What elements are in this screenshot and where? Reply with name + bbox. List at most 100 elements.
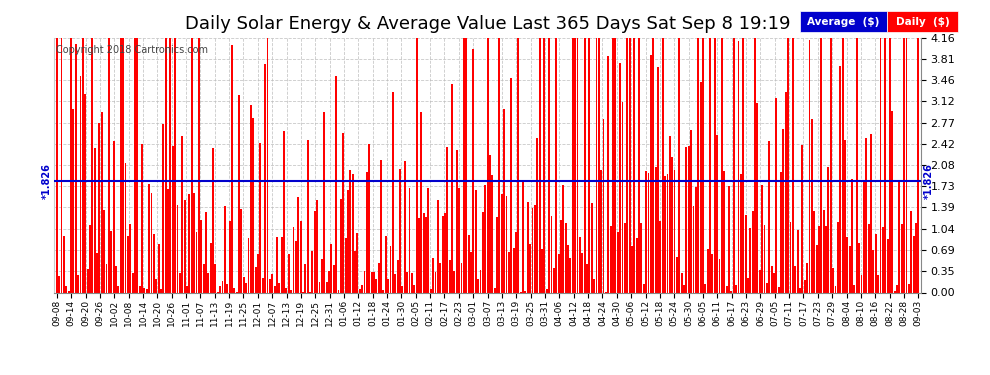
Bar	[835, 286, 837, 292]
Bar	[222, 281, 224, 292]
Bar	[200, 220, 202, 292]
Bar	[659, 221, 661, 292]
Bar	[70, 35, 72, 292]
Bar	[451, 84, 453, 292]
Bar	[775, 98, 777, 292]
Bar	[603, 119, 605, 292]
Bar	[338, 290, 340, 292]
Bar	[84, 94, 86, 292]
Bar	[358, 290, 360, 292]
Bar	[94, 148, 96, 292]
Bar	[134, 35, 136, 292]
Bar	[579, 237, 581, 292]
Bar	[79, 76, 81, 292]
Bar	[103, 210, 105, 292]
Bar	[588, 35, 590, 292]
Bar	[837, 222, 839, 292]
Bar	[387, 279, 389, 292]
Bar	[501, 194, 503, 292]
Bar	[91, 35, 93, 292]
Bar	[555, 35, 557, 292]
Bar	[607, 56, 609, 292]
Bar	[721, 35, 723, 292]
Bar	[825, 226, 827, 292]
Bar	[780, 172, 782, 292]
Bar	[411, 273, 413, 292]
Bar	[709, 35, 711, 292]
Bar	[840, 66, 842, 292]
Bar	[569, 258, 571, 292]
Bar	[101, 112, 103, 292]
Bar	[176, 205, 178, 292]
Bar	[550, 216, 552, 292]
Bar	[191, 35, 193, 292]
Bar	[215, 264, 217, 292]
Bar	[534, 205, 536, 292]
Bar	[560, 220, 562, 292]
Bar	[224, 206, 226, 292]
Bar	[848, 246, 850, 292]
Bar	[787, 35, 789, 292]
Bar	[627, 35, 629, 292]
Bar	[75, 44, 76, 292]
Bar	[167, 189, 169, 292]
Bar	[872, 250, 874, 292]
Bar	[234, 288, 236, 292]
Bar	[726, 286, 728, 292]
Bar	[146, 290, 148, 292]
Bar	[243, 277, 245, 292]
Bar	[666, 174, 668, 292]
Bar	[118, 286, 120, 292]
Bar	[652, 35, 654, 292]
Bar	[113, 141, 115, 292]
Bar	[278, 284, 280, 292]
Bar	[548, 35, 550, 292]
Bar	[162, 124, 164, 292]
Bar	[736, 285, 737, 292]
Bar	[297, 197, 299, 292]
Bar	[343, 132, 345, 292]
Bar	[246, 283, 248, 292]
Bar	[442, 216, 444, 292]
Bar	[440, 263, 442, 292]
Bar	[157, 244, 159, 292]
Bar	[351, 174, 353, 292]
Bar	[766, 283, 768, 292]
Bar	[858, 243, 860, 292]
Bar	[340, 199, 342, 292]
Bar	[219, 286, 221, 292]
Bar	[823, 210, 825, 292]
Bar	[790, 222, 791, 292]
Bar	[281, 237, 282, 292]
Bar	[853, 285, 855, 292]
Bar	[661, 35, 663, 292]
Bar	[622, 102, 624, 292]
Bar	[508, 252, 510, 292]
Bar	[683, 285, 685, 292]
Bar	[844, 140, 845, 292]
Bar	[152, 234, 154, 292]
Bar	[518, 35, 520, 292]
Bar	[918, 35, 920, 292]
Bar	[740, 174, 742, 292]
Bar	[896, 285, 898, 292]
Bar	[356, 234, 358, 292]
Bar	[778, 287, 780, 292]
Bar	[804, 280, 806, 292]
Bar	[380, 160, 382, 292]
Bar	[875, 234, 877, 292]
Bar	[67, 291, 69, 292]
Bar	[324, 112, 325, 292]
Text: Average  ($): Average ($)	[807, 17, 880, 27]
Bar	[437, 200, 439, 292]
Text: *1.826: *1.826	[924, 163, 934, 198]
Bar	[141, 144, 143, 292]
Bar	[425, 217, 427, 292]
Bar	[816, 245, 818, 292]
Bar	[259, 143, 261, 292]
Bar	[545, 289, 547, 292]
Bar	[421, 112, 423, 292]
Bar	[676, 257, 678, 292]
Bar	[125, 163, 127, 292]
Bar	[643, 284, 644, 292]
